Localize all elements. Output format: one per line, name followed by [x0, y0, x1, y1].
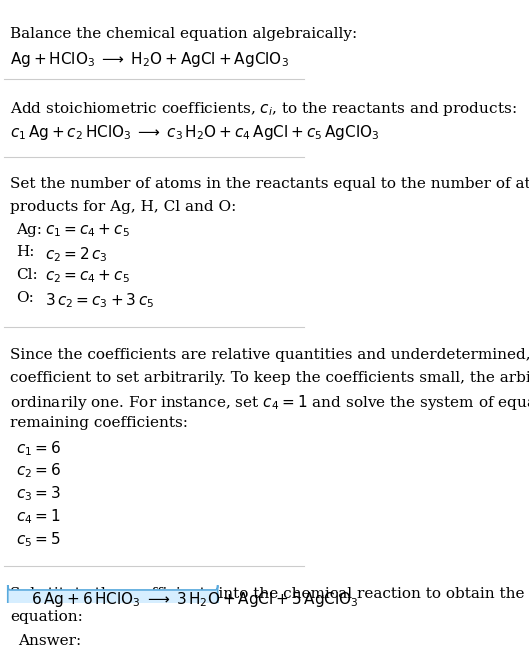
Text: Since the coefficients are relative quantities and underdetermined, choose a: Since the coefficients are relative quan… — [10, 348, 529, 362]
Text: $c_2 = 6$: $c_2 = 6$ — [16, 462, 61, 480]
Text: Balance the chemical equation algebraically:: Balance the chemical equation algebraica… — [10, 27, 358, 41]
Text: Substitute the coefficients into the chemical reaction to obtain the balanced: Substitute the coefficients into the che… — [10, 587, 529, 601]
Text: $c_2 = c_4 + c_5$: $c_2 = c_4 + c_5$ — [44, 269, 130, 285]
Text: $3\,c_2 = c_3 + 3\,c_5$: $3\,c_2 = c_3 + 3\,c_5$ — [44, 291, 154, 310]
Text: O:: O: — [16, 291, 34, 305]
Text: products for Ag, H, Cl and O:: products for Ag, H, Cl and O: — [10, 200, 236, 214]
Text: Set the number of atoms in the reactants equal to the number of atoms in the: Set the number of atoms in the reactants… — [10, 177, 529, 191]
Text: equation:: equation: — [10, 609, 83, 624]
Text: $c_4 = 1$: $c_4 = 1$ — [16, 507, 61, 526]
Text: $c_1 = c_4 + c_5$: $c_1 = c_4 + c_5$ — [44, 223, 130, 239]
Text: H:: H: — [16, 245, 34, 259]
Text: $6\,\mathrm{Ag} + 6\,\mathrm{HClO_3} \;\longrightarrow\; 3\,\mathrm{H_2O} + \mat: $6\,\mathrm{Ag} + 6\,\mathrm{HClO_3} \;\… — [31, 590, 359, 609]
Text: Ag:: Ag: — [16, 223, 42, 237]
Text: remaining coefficients:: remaining coefficients: — [10, 416, 188, 430]
Text: Answer:: Answer: — [17, 634, 81, 647]
Text: Cl:: Cl: — [16, 269, 38, 282]
Text: $c_2 = 2\,c_3$: $c_2 = 2\,c_3$ — [44, 245, 107, 264]
Text: $c_1\,\mathrm{Ag} + c_2\,\mathrm{HClO_3} \;\longrightarrow\; c_3\,\mathrm{H_2O} : $c_1\,\mathrm{Ag} + c_2\,\mathrm{HClO_3}… — [10, 122, 380, 142]
FancyBboxPatch shape — [8, 585, 217, 623]
Text: coefficient to set arbitrarily. To keep the coefficients small, the arbitrary va: coefficient to set arbitrarily. To keep … — [10, 371, 529, 384]
Text: Add stoichiometric coefficients, $c_i$, to the reactants and products:: Add stoichiometric coefficients, $c_i$, … — [10, 100, 517, 118]
Text: ordinarily one. For instance, set $c_4 = 1$ and solve the system of equations fo: ordinarily one. For instance, set $c_4 =… — [10, 393, 529, 412]
Text: $\mathrm{Ag + HClO_3} \;\longrightarrow\; \mathrm{H_2O + AgCl + AgClO_3}$: $\mathrm{Ag + HClO_3} \;\longrightarrow\… — [10, 50, 289, 69]
Text: $c_5 = 5$: $c_5 = 5$ — [16, 530, 61, 549]
Text: $c_1 = 6$: $c_1 = 6$ — [16, 439, 61, 457]
Text: $c_3 = 3$: $c_3 = 3$ — [16, 485, 61, 503]
